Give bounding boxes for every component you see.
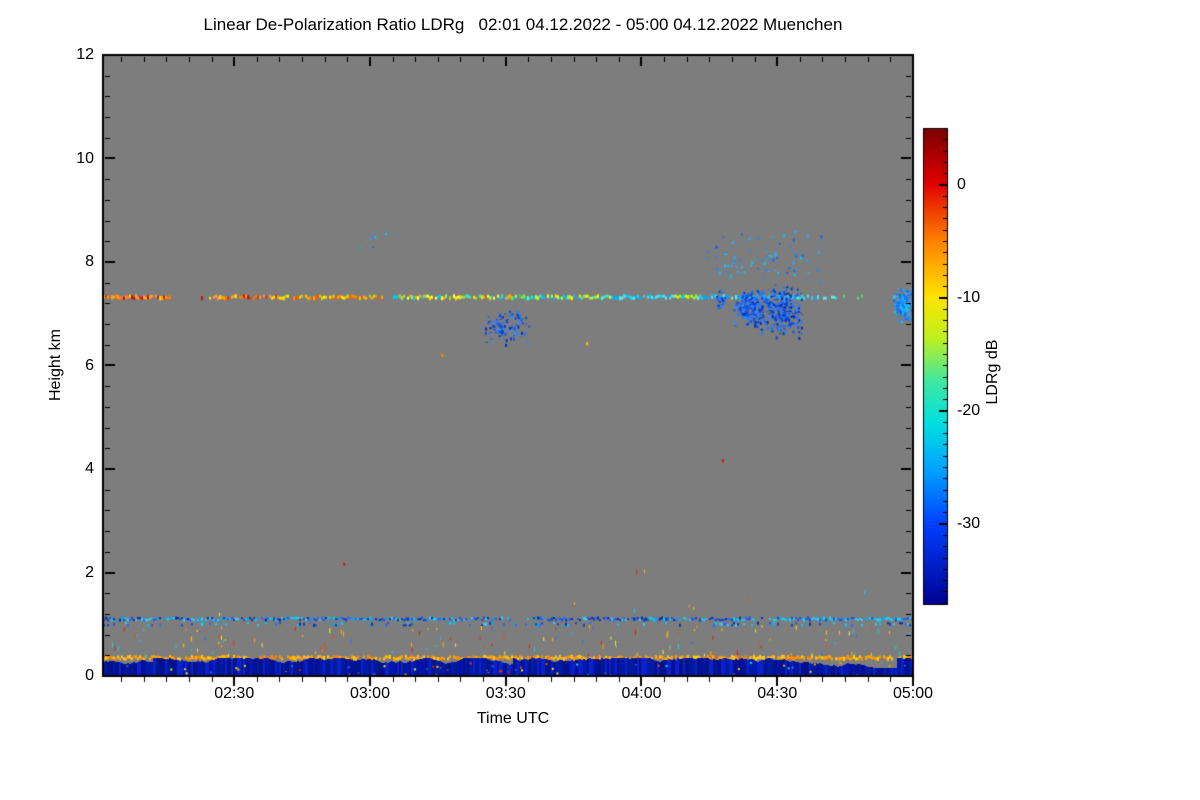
- x-tick-label: 03:00: [349, 685, 390, 702]
- y-tick-label: 2: [85, 563, 94, 581]
- colorbar-tick-label: -30: [957, 514, 981, 532]
- y-tick-label: 8: [85, 253, 94, 270]
- y-tick-label: 4: [85, 460, 94, 477]
- colorbar-label: LDRg dB: [984, 339, 1002, 405]
- colorbar-tick-label: -10: [957, 288, 981, 306]
- colorbar-tick-label: -20: [957, 401, 981, 419]
- x-tick-label: 05:00: [892, 685, 934, 702]
- colorbar-tick-label: 0: [957, 175, 966, 193]
- x-axis-label: Time UTC: [476, 710, 550, 728]
- y-tick-label: 10: [76, 149, 94, 167]
- y-tick-label: 0: [85, 667, 94, 684]
- x-tick-label: 04:30: [757, 685, 798, 702]
- y-tick-label: 12: [76, 46, 94, 63]
- x-tick-label: 02:30: [214, 685, 255, 702]
- x-tick-label: 04:00: [621, 685, 662, 702]
- chart-title: Linear De-Polarization Ratio LDRg 02:01 …: [203, 15, 843, 34]
- x-tick-label: 03:30: [485, 685, 526, 702]
- y-tick-label: 6: [85, 356, 94, 374]
